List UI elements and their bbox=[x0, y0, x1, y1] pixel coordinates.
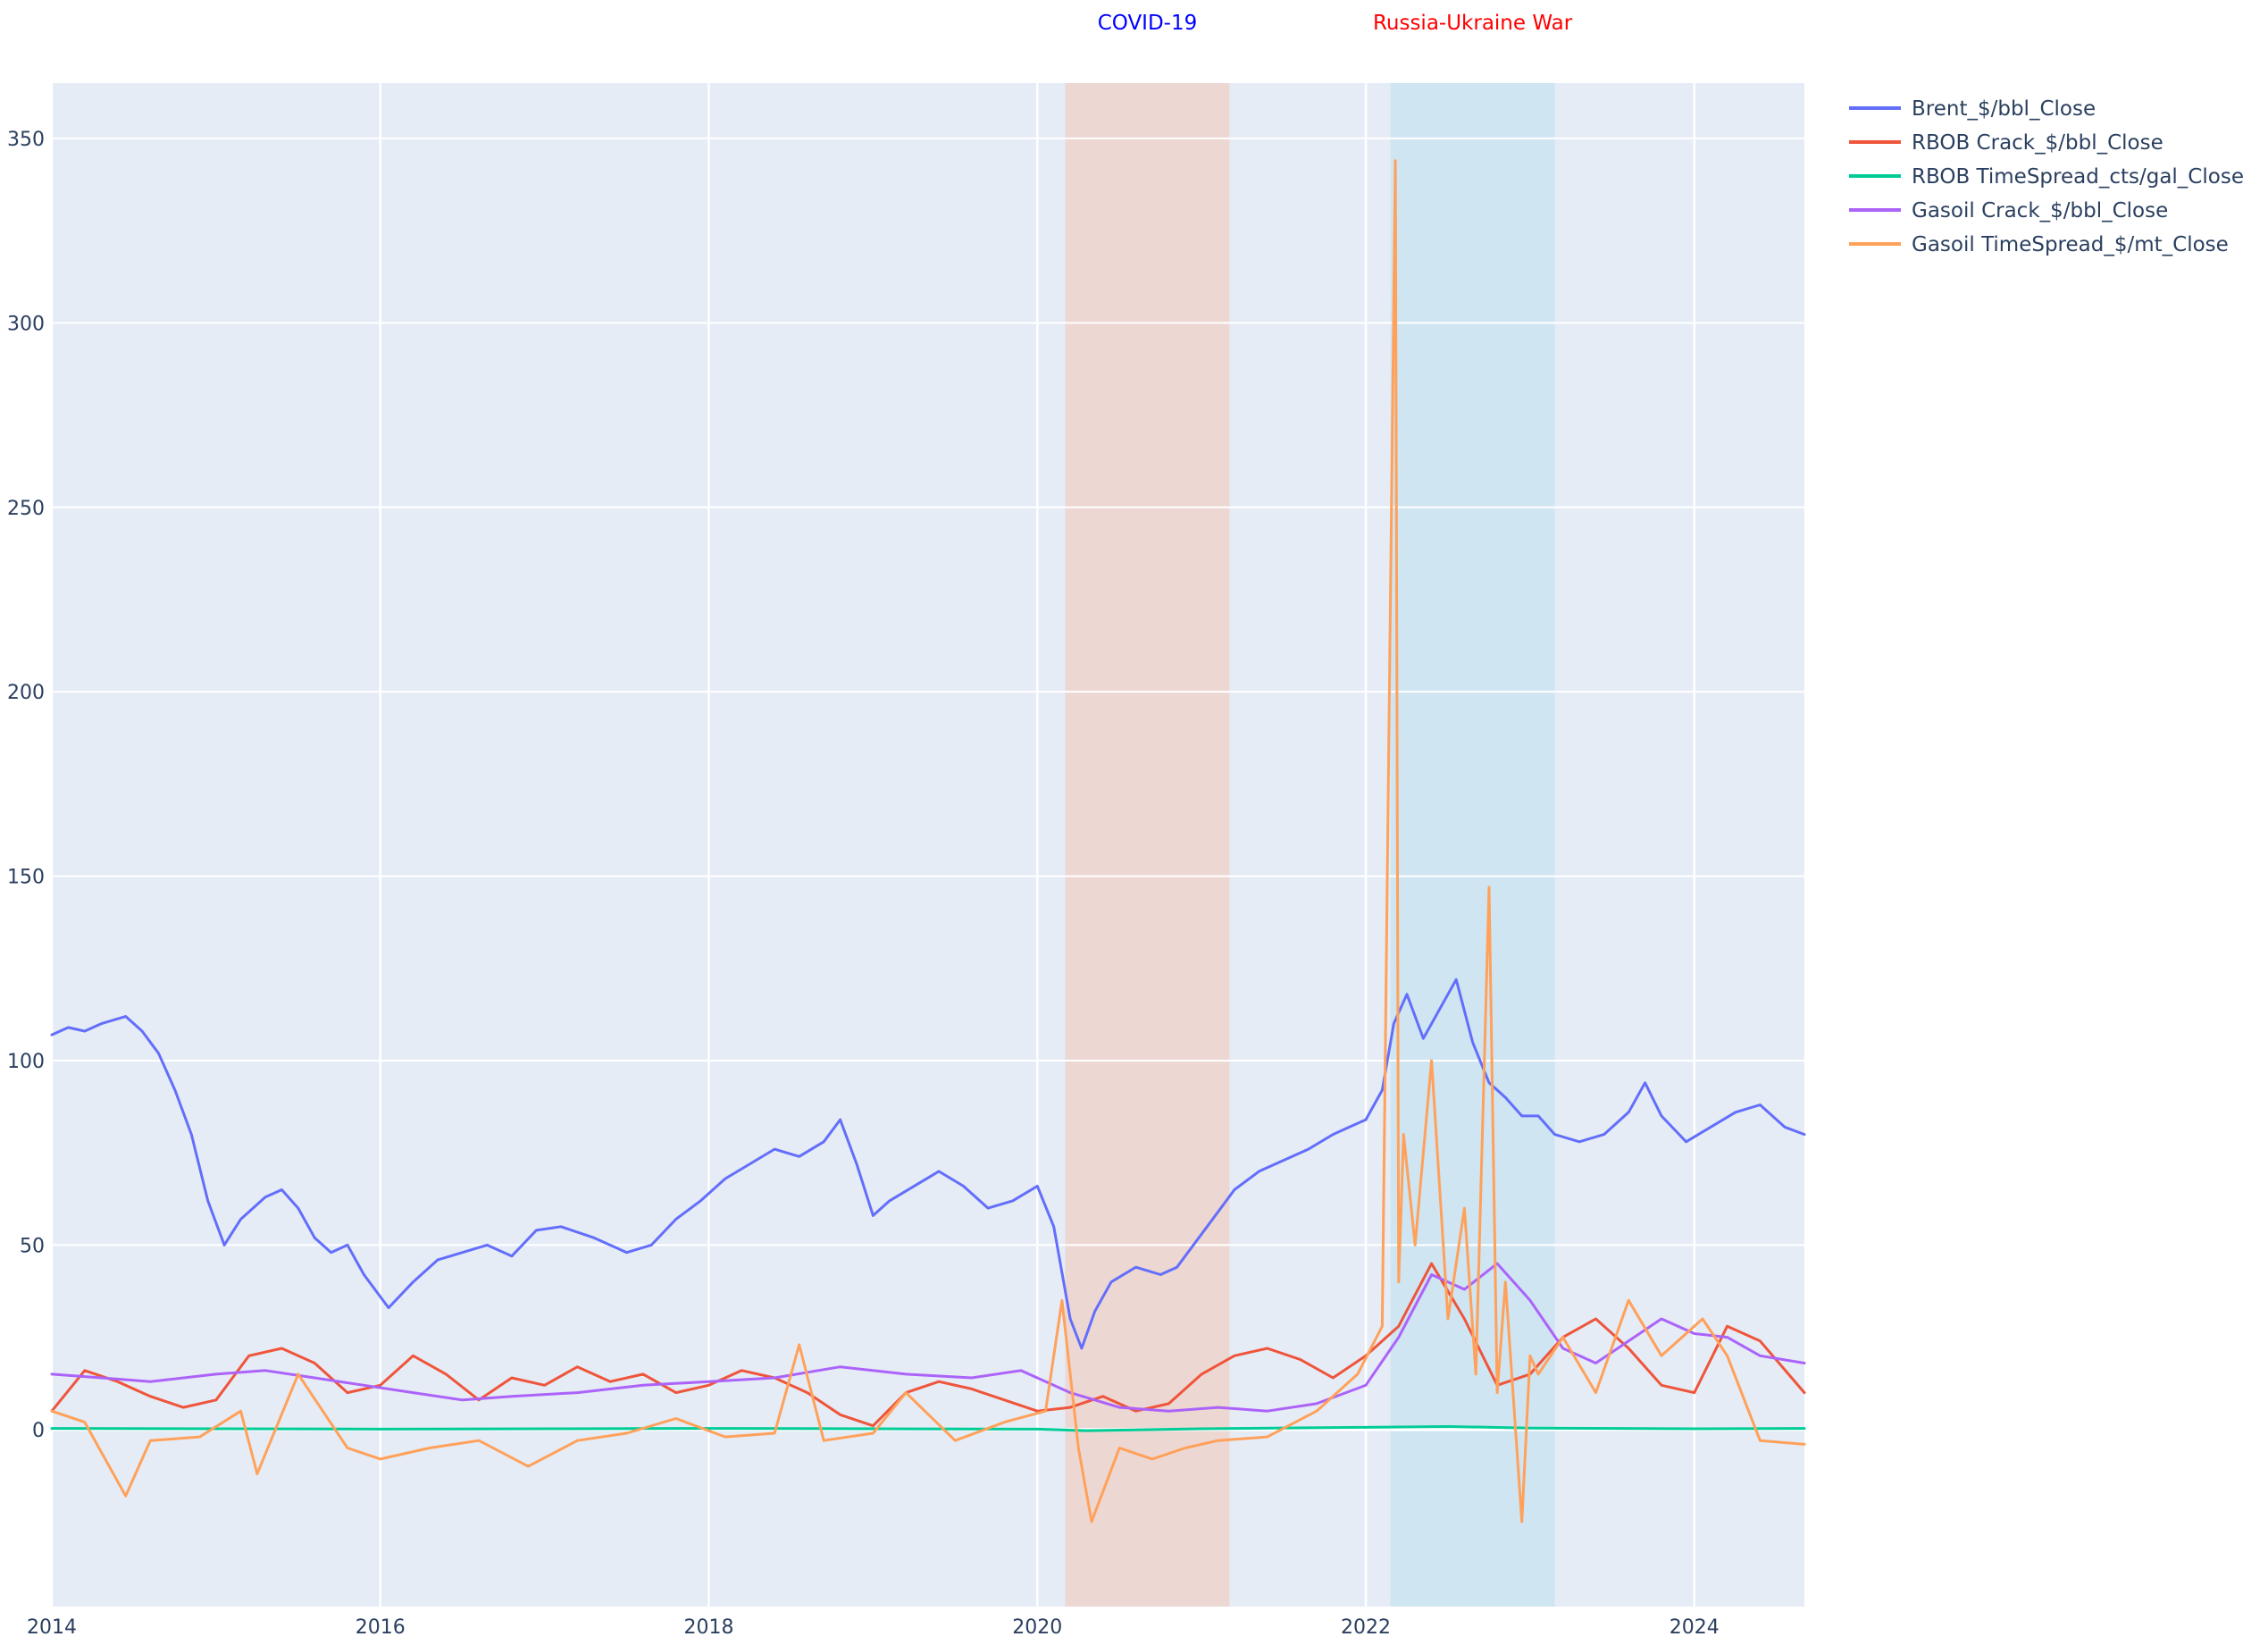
event-shade-band bbox=[1390, 83, 1555, 1607]
y-tick-label: 300 bbox=[7, 313, 45, 335]
y-tick-label: 0 bbox=[32, 1420, 45, 1442]
x-tick-label: 2018 bbox=[684, 1616, 734, 1639]
x-tick-label: 2016 bbox=[356, 1616, 406, 1639]
event-annotation-layer: COVID-19 Russia-Ukraine War bbox=[1098, 12, 1573, 35]
x-tick-label: 2020 bbox=[1012, 1616, 1062, 1639]
y-tick-label: 350 bbox=[7, 129, 45, 151]
event-annotation-label: COVID-19 bbox=[1098, 12, 1198, 35]
legend-item-label[interactable]: RBOB TimeSpread_cts/gal_Close bbox=[1912, 165, 2244, 189]
y-tick-label: 50 bbox=[20, 1235, 45, 1257]
x-tick-label: 2014 bbox=[27, 1616, 77, 1639]
x-tick-label: 2024 bbox=[1670, 1616, 1720, 1639]
y-tick-label: 150 bbox=[7, 867, 45, 889]
y-tick-label: 200 bbox=[7, 682, 45, 704]
legend-item-label[interactable]: Gasoil TimeSpread_$/mt_Close bbox=[1912, 233, 2229, 256]
gridline-layer bbox=[50, 83, 1804, 1607]
series-layer bbox=[50, 159, 1806, 1523]
legend-item-label[interactable]: Gasoil Crack_$/bbl_Close bbox=[1912, 199, 2168, 222]
x-tick-label: 2022 bbox=[1341, 1616, 1391, 1639]
event-shade-layer bbox=[1065, 83, 1555, 1607]
legend[interactable]: Brent_$/bbl_Close RBOB Crack_$/bbl_Close R… bbox=[1849, 97, 2244, 256]
series-line bbox=[50, 978, 1806, 1350]
legend-item-label[interactable]: Brent_$/bbl_Close bbox=[1912, 97, 2096, 121]
axis-tick-label-layer: 2014 2016 2018 2020 2022 2024 0 50 100 150 200 250 3… bbox=[7, 129, 1720, 1639]
event-shade-band bbox=[1065, 83, 1230, 1607]
legend-item-label[interactable]: RBOB Crack_$/bbl_Close bbox=[1912, 131, 2163, 155]
series-line bbox=[50, 159, 1806, 1523]
y-tick-label: 250 bbox=[7, 498, 45, 520]
y-tick-label: 100 bbox=[7, 1051, 45, 1073]
series-line bbox=[50, 1262, 1806, 1413]
series-line bbox=[50, 1262, 1806, 1428]
event-annotation-label: Russia-Ukraine War bbox=[1373, 12, 1573, 35]
